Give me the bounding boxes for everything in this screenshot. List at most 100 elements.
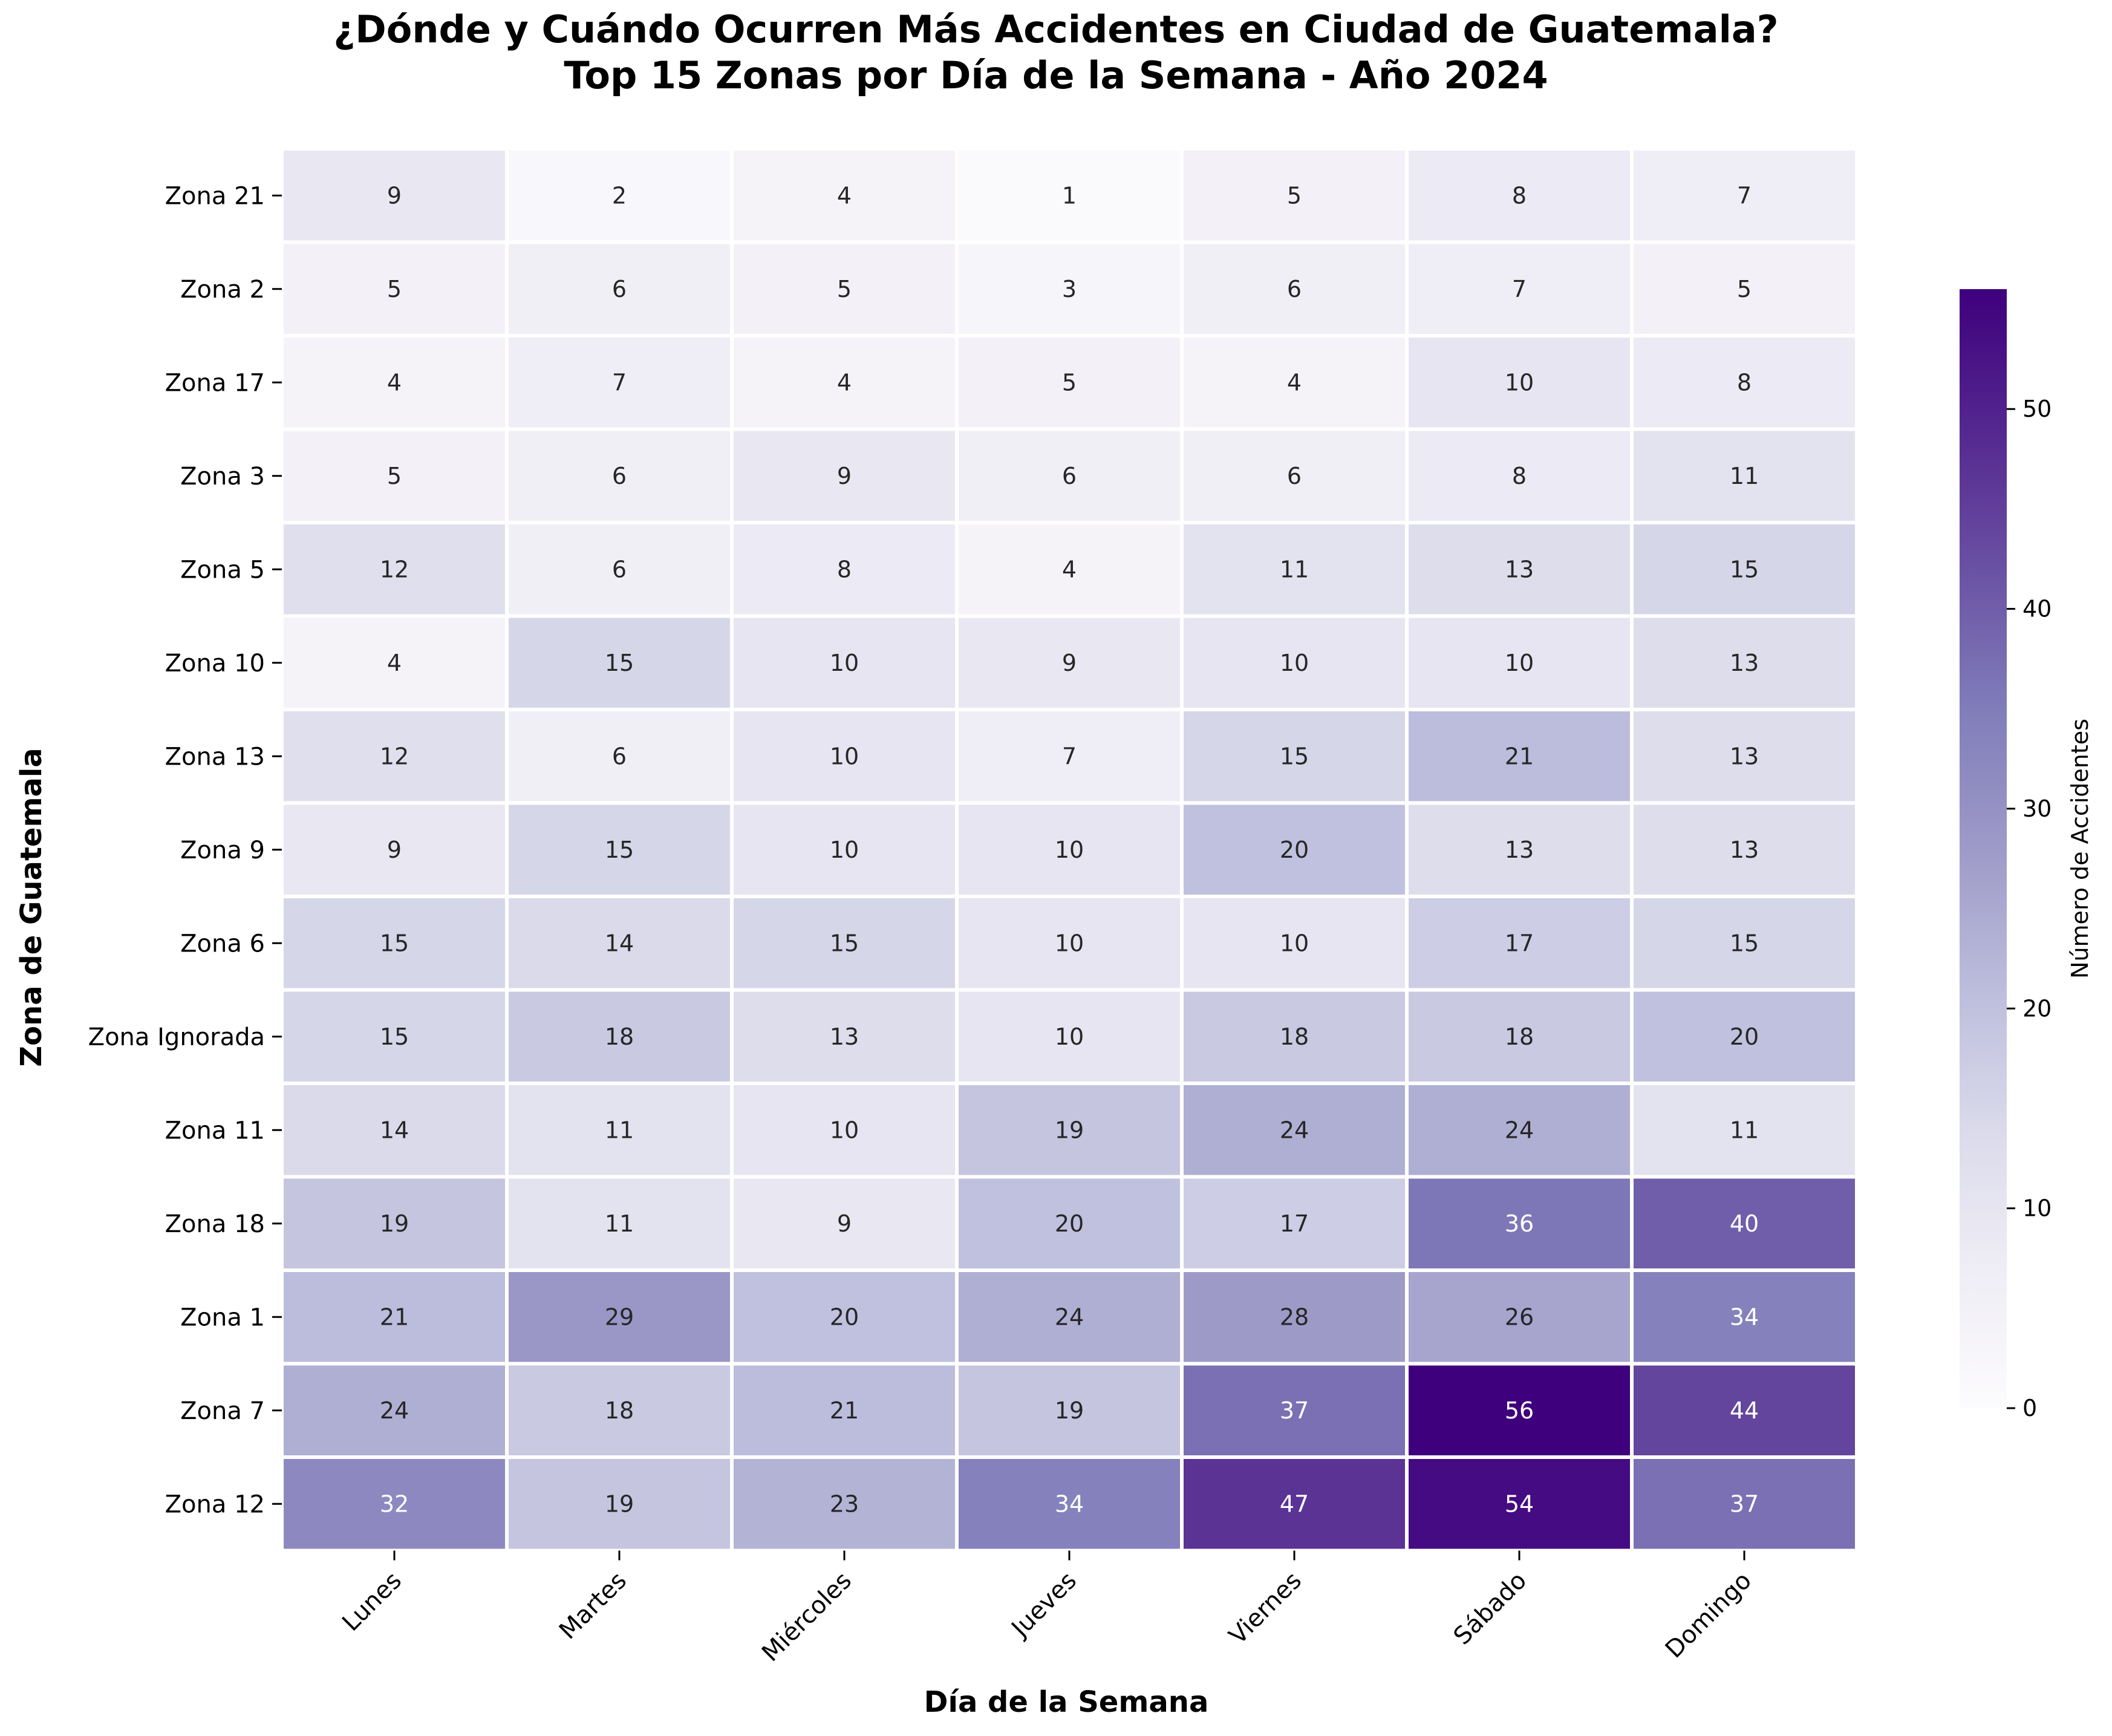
heatmap-cell: [505, 1082, 734, 1179]
heatmap-cell: [280, 1175, 509, 1272]
heatmap-cell: [955, 1175, 1184, 1272]
heatmap-cell: [1630, 1268, 1859, 1366]
heatmap-cell: [1630, 1082, 1859, 1179]
x-tick-label: Martes: [554, 1567, 632, 1645]
cell-value-label: 15: [1280, 743, 1309, 769]
cell-value-label: 5: [837, 276, 852, 302]
cell-value-label: 10: [1055, 1023, 1084, 1050]
x-axis: Lunes Martes Miércoles Jueves Viernes Sábado D…: [337, 1550, 1757, 1667]
cell-value-label: 11: [605, 1117, 634, 1143]
cell-value-label: 21: [1505, 743, 1534, 769]
cell-value-label: 37: [1730, 1490, 1759, 1517]
x-tick-label: Viernes: [1224, 1567, 1307, 1650]
colorbar-gradient: [1960, 289, 2007, 1408]
cell-value-label: 47: [1280, 1490, 1309, 1517]
cell-value-label: 8: [1737, 369, 1752, 396]
heatmap-cell: [1630, 708, 1859, 805]
heatmap-cell: [730, 1268, 959, 1366]
heatmap-cell: [730, 708, 959, 805]
heatmap-cell: [955, 1455, 1184, 1553]
cell-value-label: 19: [1055, 1397, 1084, 1424]
cell-value-label: 44: [1730, 1397, 1759, 1424]
cell-value-label: 11: [1280, 556, 1309, 582]
cell-value-label: 13: [1505, 837, 1534, 863]
cell-value-label: 10: [1505, 369, 1534, 396]
cell-value-label: 15: [1730, 556, 1759, 582]
cell-value-label: 15: [380, 930, 409, 956]
cell-value-label: 7: [612, 369, 627, 396]
cell-value-label: 10: [1280, 930, 1309, 956]
heatmap-cell: [1405, 988, 1634, 1085]
y-tick-label: Zona 12: [165, 1490, 265, 1518]
cell-value-label: 26: [1505, 1304, 1534, 1330]
heatmap-cell: [1180, 708, 1409, 805]
cell-value-label: 18: [605, 1023, 634, 1050]
heatmap-cell: [955, 1268, 1184, 1366]
heatmap-cell: [1630, 1362, 1859, 1459]
cell-value-label: 54: [1505, 1490, 1534, 1517]
cell-value-label: 21: [830, 1397, 859, 1424]
heatmap-cell: [1405, 1082, 1634, 1179]
cell-value-label: 9: [837, 1210, 852, 1237]
x-axis-title: Día de la Semana: [924, 1685, 1209, 1719]
cell-value-label: 8: [1512, 463, 1527, 489]
cell-value-label: 10: [1055, 930, 1084, 956]
heatmap-cell: [280, 1268, 509, 1366]
heatmap-cell: [1180, 988, 1409, 1085]
cell-value-label: 4: [387, 369, 402, 396]
heatmap-cell: [280, 427, 509, 524]
x-tick-label: Lunes: [337, 1567, 407, 1637]
heatmap-cell: [280, 521, 509, 618]
cell-value-label: 1: [1062, 182, 1077, 209]
cell-value-label: 4: [837, 182, 852, 209]
heatmap-cell: [1405, 1362, 1634, 1459]
cell-value-label: 10: [1280, 650, 1309, 676]
cell-value-label: 4: [837, 369, 852, 396]
cell-value-label: 10: [830, 743, 859, 769]
cell-value-label: 19: [1055, 1117, 1084, 1143]
heatmap-cell: [1405, 1455, 1634, 1553]
cell-value-label: 20: [830, 1304, 859, 1330]
cell-value-label: 7: [1737, 182, 1752, 209]
heatmap-cell: [1180, 1082, 1409, 1179]
cell-value-label: 5: [1062, 369, 1077, 396]
cell-value-label: 20: [1730, 1023, 1759, 1050]
y-tick-label: Zona 7: [180, 1397, 265, 1425]
colorbar-tick-label: 30: [2022, 795, 2052, 822]
y-axis: Zona 21 Zona 2 Zona 17 Zona 3 Zona 5 Zona 10 Z…: [88, 182, 282, 1518]
heatmap-cell: [1405, 334, 1634, 431]
cell-value-label: 24: [1280, 1117, 1309, 1143]
cell-value-label: 13: [1730, 650, 1759, 676]
cell-value-label: 13: [1730, 837, 1759, 863]
x-tick-label: Miércoles: [757, 1567, 857, 1667]
colorbar-tick-label: 10: [2022, 1195, 2052, 1222]
colorbar-tick-label: 0: [2022, 1395, 2037, 1421]
cell-value-label: 19: [380, 1210, 409, 1237]
cell-value-label: 28: [1280, 1304, 1309, 1330]
cell-value-label: 56: [1505, 1397, 1534, 1424]
cell-value-label: 40: [1730, 1210, 1759, 1237]
cell-value-label: 18: [1280, 1023, 1309, 1050]
cell-value-label: 9: [837, 463, 852, 489]
cell-value-label: 18: [1505, 1023, 1534, 1050]
cell-value-label: 10: [830, 650, 859, 676]
cell-value-label: 4: [1062, 556, 1077, 582]
heatmap-cell: [955, 708, 1184, 805]
heatmap-cell: [955, 801, 1184, 898]
cell-value-label: 14: [380, 1117, 409, 1143]
x-tick-label: Jueves: [1005, 1567, 1082, 1643]
cell-value-label: 15: [605, 837, 634, 863]
colorbar-tick-label: 40: [2022, 596, 2052, 622]
heatmap-cell: [1180, 895, 1409, 992]
cell-value-label: 34: [1055, 1490, 1084, 1517]
cell-value-label: 7: [1512, 276, 1527, 302]
cell-value-label: 6: [612, 556, 627, 582]
heatmap-cell: [1180, 1455, 1409, 1553]
cell-value-label: 15: [830, 930, 859, 956]
y-tick-label: Zona 1: [180, 1304, 265, 1331]
chart-subtitle: Top 15 Zonas por Día de la Semana - Año …: [564, 53, 1548, 97]
cell-value-label: 10: [1505, 650, 1534, 676]
cell-value-label: 9: [1062, 650, 1077, 676]
cell-value-label: 7: [1062, 743, 1077, 769]
